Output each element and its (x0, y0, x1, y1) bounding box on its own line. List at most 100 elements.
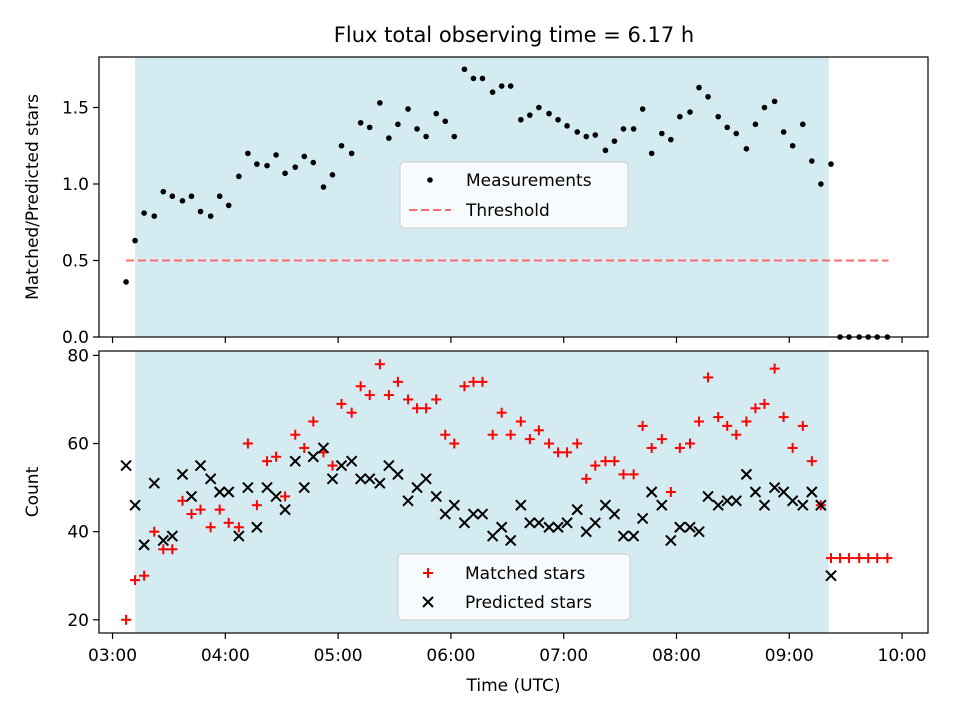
matched-star-point (703, 372, 714, 383)
measurement-point (320, 184, 327, 190)
matched-star-point (355, 381, 366, 392)
measurement-point (236, 173, 242, 180)
measurement-point (254, 161, 260, 167)
matched-star-point (572, 438, 583, 449)
predicted-star-point (289, 455, 301, 467)
legend-label-threshold: Threshold (465, 201, 550, 221)
matched-star-point (515, 416, 526, 427)
matched-star-point (656, 434, 667, 445)
matched-star-point (553, 447, 564, 458)
predicted-star-point (589, 517, 601, 529)
predicted-star-point (326, 473, 339, 485)
matched-star-point (421, 403, 432, 414)
matched-star-point (158, 544, 169, 555)
matched-star-point (364, 390, 375, 401)
measurement-point (188, 193, 195, 200)
predicted-star-point (233, 530, 245, 542)
y-tick-label: 80 (67, 346, 89, 366)
matched-star-point (383, 390, 394, 401)
matched-star-point (722, 420, 733, 431)
predicted-star-point (806, 486, 818, 498)
matched-star-point (496, 407, 507, 418)
x-tick-label: 09:00 (765, 646, 814, 666)
predicted-star-point (561, 517, 573, 529)
measurement-point (489, 89, 496, 95)
matched-star-point (863, 553, 874, 564)
matched-star-point (731, 429, 742, 440)
matched-star-point (854, 553, 865, 564)
predicted-star-point (608, 508, 621, 520)
bottom-legend-box (397, 553, 631, 621)
predicted-star-point (298, 481, 310, 494)
matched-star-point (468, 376, 479, 387)
measurement-point (245, 150, 251, 157)
predicted-star-point (617, 530, 630, 542)
measurement-point (273, 152, 279, 158)
matched-star-point (646, 442, 657, 453)
y-tick-label: 1.0 (62, 175, 89, 195)
matched-star-point (242, 438, 253, 449)
predicted-star-point (580, 525, 592, 538)
predicted-star-point (702, 490, 714, 503)
measurement-points (123, 66, 891, 340)
x-tick-label: 03:00 (88, 646, 137, 666)
predicted-star-point (552, 521, 564, 533)
predicted-star-point (157, 534, 169, 547)
predicted-star-point (448, 499, 460, 511)
predicted-star-point (185, 490, 198, 503)
measurement-point (705, 93, 711, 100)
predicted-star-point (213, 486, 226, 498)
predicted-star-point (383, 459, 395, 472)
matched-star-point (694, 416, 705, 427)
legend-predicted-marker (422, 596, 434, 608)
x-tick-label: 04:00 (201, 646, 250, 666)
measurement-point (179, 198, 186, 204)
predicted-star-point (543, 521, 555, 533)
predicted-star-point (777, 486, 790, 498)
predicted-star-point (758, 499, 771, 511)
measurement-point (282, 170, 288, 177)
ratio-panel: 0.0 0.5 1.0 1.5 Matched/Predicted stars Mea… (23, 56, 929, 348)
matched-star-point (262, 456, 273, 467)
matched-star-point (769, 363, 780, 374)
predicted-star-point (242, 481, 254, 494)
predicted-star-point (223, 486, 235, 498)
measurement-point (414, 126, 420, 132)
matched-star-point (459, 381, 470, 392)
predicted-star-point (636, 512, 649, 525)
matched-star-point (308, 416, 319, 427)
predicted-star-point (693, 525, 705, 538)
legend-label-measurements: Measurements (466, 171, 592, 191)
predicted-star-point (674, 521, 686, 533)
matched-star-point (618, 469, 629, 480)
x-tick-label: 06:00 (426, 646, 475, 666)
matched-star-point (280, 491, 291, 502)
predicted-star-point (345, 455, 358, 467)
measurement-point (123, 279, 129, 285)
measurement-point (771, 98, 778, 105)
measurement-point (518, 116, 524, 123)
matched-star-point (544, 438, 555, 449)
predicted-star-point (430, 490, 442, 503)
measurement-point (433, 110, 440, 117)
matched-star-point (403, 394, 414, 405)
measurement-point (338, 142, 345, 149)
measurement-point (752, 121, 759, 128)
measurement-point (310, 159, 317, 166)
measurement-point (818, 181, 824, 187)
matched-star-point (759, 398, 770, 409)
measurement-point (761, 104, 768, 111)
measurement-point (639, 106, 646, 112)
predicted-star-point (176, 468, 189, 481)
matched-star-point (271, 451, 282, 462)
measurement-point (809, 158, 815, 164)
y-tick-label: 40 (67, 523, 89, 543)
matched-star-point (562, 447, 573, 458)
matched-star-point (336, 398, 347, 409)
measurement-point (583, 133, 590, 140)
predicted-star-point (251, 521, 263, 533)
measurement-point (611, 138, 618, 144)
matched-star-point (177, 495, 188, 506)
